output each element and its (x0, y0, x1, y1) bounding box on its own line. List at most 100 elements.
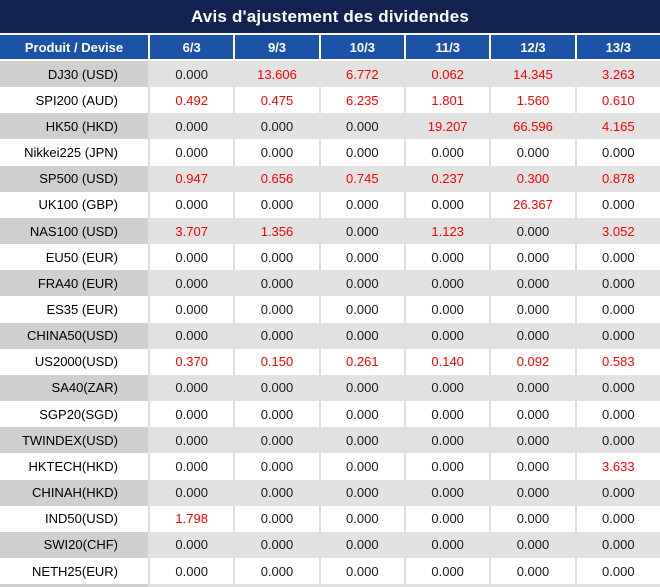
value-cell: 0.000 (233, 322, 319, 349)
product-cell: SPI200 (AUD) (0, 87, 148, 114)
table-row: NAS100 (USD) 3.707 1.356 0.000 1.123 0.000 3.0… (0, 217, 660, 245)
value-cell: 0.000 (403, 427, 490, 454)
value-cell: 0.000 (318, 322, 404, 349)
table-row: SGP20(SGD) 0.000 0.000 0.000 0.000 0.000 0.000 (0, 401, 660, 428)
value-cell: 0.000 (403, 531, 490, 558)
column-header-date: 12/3 (489, 35, 575, 59)
table-row: FRA40 (EUR) 0.000 0.000 0.000 0.000 0.000 0.00… (0, 270, 660, 297)
value-cell: 0.000 (148, 270, 234, 297)
value-cell: 0.000 (403, 244, 490, 271)
value-cell: 3.052 (574, 217, 660, 245)
value-cell: 0.000 (489, 139, 575, 166)
value-cell: 0.000 (489, 296, 575, 323)
value-cell: 0.300 (489, 165, 575, 192)
product-cell: US2000(USD) (0, 348, 148, 375)
value-cell: 0.000 (318, 113, 404, 140)
value-cell: 0.000 (489, 427, 575, 454)
value-cell: 0.000 (574, 270, 660, 297)
value-cell: 0.000 (148, 427, 234, 454)
value-cell: 0.000 (233, 531, 319, 558)
table-row: UK100 (GBP) 0.000 0.000 0.000 0.000 26.367 0.0… (0, 191, 660, 218)
value-cell: 0.000 (318, 270, 404, 297)
value-cell: 0.000 (403, 322, 490, 349)
value-cell: 0.000 (574, 191, 660, 218)
product-cell: HKTECH(HKD) (0, 453, 148, 480)
value-cell: 0.000 (489, 217, 575, 245)
value-cell: 0.000 (318, 505, 404, 532)
value-cell: 0.000 (148, 557, 234, 585)
value-cell: 0.000 (489, 531, 575, 558)
value-cell: 3.707 (148, 217, 234, 245)
product-cell: UK100 (GBP) (0, 191, 148, 218)
value-cell: 0.000 (318, 374, 404, 402)
table-row: NETH25(EUR) 0.000 0.000 0.000 0.000 0.000 0.00… (0, 557, 660, 585)
value-cell: 1.798 (148, 505, 234, 532)
value-cell: 0.000 (148, 61, 234, 88)
value-cell: 0.000 (233, 296, 319, 323)
value-cell: 0.000 (233, 374, 319, 402)
value-cell: 0.150 (233, 348, 319, 375)
value-cell: 3.263 (574, 61, 660, 88)
value-cell: 0.000 (574, 296, 660, 323)
value-cell: 0.092 (489, 348, 575, 375)
value-cell: 0.656 (233, 165, 319, 192)
value-cell: 1.123 (403, 217, 490, 245)
product-cell: NAS100 (USD) (0, 217, 148, 245)
table-row: SP500 (USD) 0.947 0.656 0.745 0.237 0.300 0.87… (0, 165, 660, 192)
value-cell: 13.606 (233, 61, 319, 88)
value-cell: 0.000 (574, 322, 660, 349)
table-row: CHINAH(HKD) 0.000 0.000 0.000 0.000 0.000 0.00… (0, 479, 660, 506)
value-cell: 0.000 (574, 427, 660, 454)
product-cell: SA40(ZAR) (0, 374, 148, 402)
value-cell: 0.000 (403, 296, 490, 323)
table-row: US2000(USD) 0.370 0.150 0.261 0.140 0.092 0.58… (0, 348, 660, 375)
table-row: TWINDEX(USD) 0.000 0.000 0.000 0.000 0.000 0.0… (0, 427, 660, 454)
table-row: Nikkei225 (JPN) 0.000 0.000 0.000 0.000 0.000… (0, 139, 660, 166)
value-cell: 0.000 (403, 557, 490, 585)
value-cell: 0.000 (318, 244, 404, 271)
value-cell: 0.000 (233, 453, 319, 480)
column-header-product: Produit / Devise (0, 35, 148, 59)
value-cell: 0.000 (403, 374, 490, 402)
value-cell: 0.000 (318, 557, 404, 585)
value-cell: 0.000 (233, 244, 319, 271)
table-row: DJ30 (USD) 0.000 13.606 6.772 0.062 14.345 3.2… (0, 61, 660, 88)
product-cell: IND50(USD) (0, 505, 148, 532)
bottom-cutoff-product-segment (0, 584, 148, 587)
value-cell: 0.000 (574, 374, 660, 402)
value-cell: 0.000 (489, 270, 575, 297)
product-cell: CHINAH(HKD) (0, 479, 148, 506)
product-cell: NETH25(EUR) (0, 557, 148, 585)
value-cell: 0.000 (403, 505, 490, 532)
value-cell: 1.356 (233, 217, 319, 245)
value-cell: 0.000 (233, 139, 319, 166)
table-header-row: Produit / Devise 6/3 9/3 10/3 11/3 12/3 13/3 (0, 33, 660, 61)
value-cell: 0.000 (148, 531, 234, 558)
value-cell: 0.000 (403, 191, 490, 218)
bottom-cutoff-row (0, 584, 660, 587)
value-cell: 0.000 (148, 191, 234, 218)
value-cell: 0.000 (318, 531, 404, 558)
value-cell: 0.000 (489, 453, 575, 480)
value-cell: 26.367 (489, 191, 575, 218)
product-cell: HK50 (HKD) (0, 113, 148, 140)
table-row: SA40(ZAR) 0.000 0.000 0.000 0.000 0.000 0.000 (0, 374, 660, 402)
value-cell: 0.000 (489, 322, 575, 349)
value-cell: 0.000 (318, 296, 404, 323)
column-header-date: 10/3 (318, 35, 404, 59)
value-cell: 0.000 (574, 479, 660, 506)
column-header-date: 6/3 (148, 35, 234, 59)
value-cell: 0.000 (489, 479, 575, 506)
value-cell: 0.947 (148, 165, 234, 192)
table-row: HKTECH(HKD) 0.000 0.000 0.000 0.000 0.000 3.63… (0, 453, 660, 480)
value-cell: 0.000 (233, 113, 319, 140)
value-cell: 0.000 (574, 531, 660, 558)
value-cell: 0.000 (318, 479, 404, 506)
column-header-date: 9/3 (233, 35, 319, 59)
value-cell: 0.000 (489, 374, 575, 402)
value-cell: 0.237 (403, 165, 490, 192)
table-row: EU50 (EUR) 0.000 0.000 0.000 0.000 0.000 0.000 (0, 244, 660, 271)
table-body: DJ30 (USD) 0.000 13.606 6.772 0.062 14.345 3.2… (0, 61, 660, 585)
value-cell: 0.000 (318, 217, 404, 245)
